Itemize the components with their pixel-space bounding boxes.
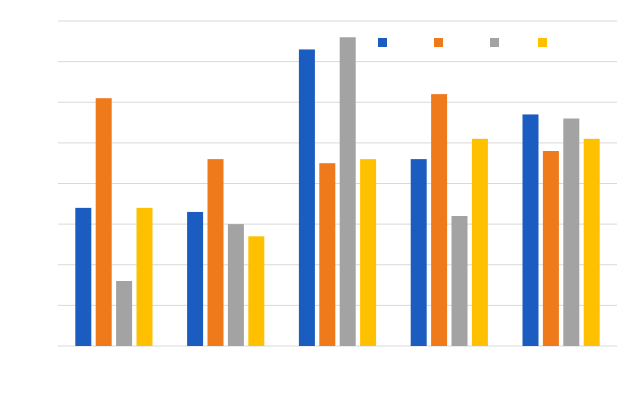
bar [298,49,315,346]
bar [248,236,265,346]
bar [360,159,377,346]
legend-marker [538,38,547,47]
bar [451,216,468,346]
bar [542,151,559,346]
bar [431,94,448,346]
bar [339,37,356,346]
bar [227,224,244,346]
legend-marker [434,38,443,47]
bar [410,159,427,346]
bar [187,211,204,346]
bar [522,114,539,346]
legend-marker [378,38,387,47]
legend-marker [490,38,499,47]
bar [471,138,488,346]
bar [563,118,580,346]
bar [75,207,92,346]
bar [583,138,600,346]
bar [116,281,133,346]
bar [207,159,224,346]
bar [136,207,153,346]
bar [95,98,112,346]
bar [319,163,336,346]
